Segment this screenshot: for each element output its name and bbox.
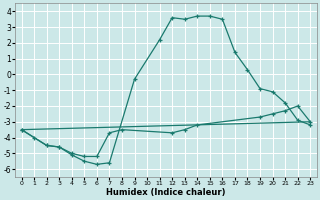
- X-axis label: Humidex (Indice chaleur): Humidex (Indice chaleur): [106, 188, 226, 197]
